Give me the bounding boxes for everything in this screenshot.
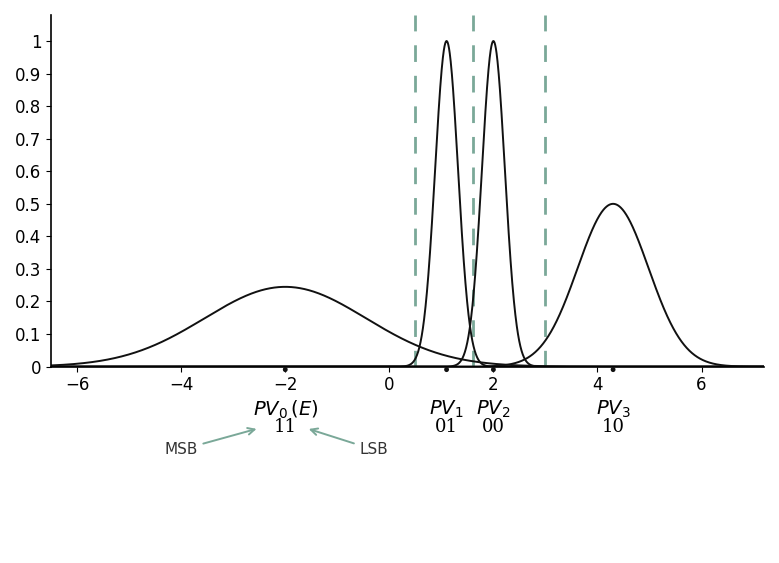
Text: 10: 10	[601, 418, 625, 436]
Text: $PV_3$: $PV_3$	[596, 398, 630, 419]
Text: $PV_1$: $PV_1$	[429, 398, 464, 419]
Text: $PV_2$: $PV_2$	[476, 398, 510, 419]
Text: LSB: LSB	[311, 428, 388, 457]
Text: MSB: MSB	[164, 428, 255, 457]
Text: 01: 01	[435, 418, 458, 436]
Text: 11: 11	[273, 418, 297, 436]
Text: $PV_0\,(E)$: $PV_0\,(E)$	[252, 398, 318, 421]
Text: 00: 00	[482, 418, 505, 436]
